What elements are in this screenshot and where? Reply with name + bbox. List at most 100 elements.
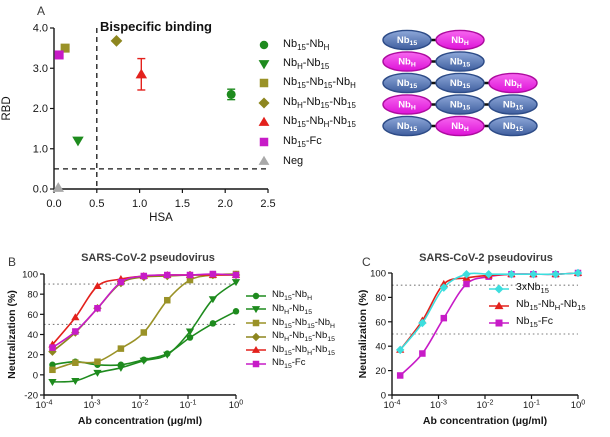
svg-text:4.0: 4.0: [33, 23, 48, 35]
svg-text:0: 0: [381, 391, 386, 402]
svg-text:1.0: 1.0: [132, 198, 147, 210]
svg-text:10-2: 10-2: [132, 399, 149, 412]
reference-lines: [44, 283, 236, 325]
legend-label: Nb15-NbH: [283, 37, 330, 52]
legend-item-NbH-Nb15: NbH-Nb15: [246, 303, 335, 317]
legend-item-Neg: Neg: [258, 151, 356, 170]
svg-text:Ab concentration (μg/ml): Ab concentration (μg/ml): [423, 415, 547, 427]
axes: 0.0 0.5 1.0 1.5 2.0 2.5 0.0 1.0 2.0 3.0 4.0: [33, 23, 276, 211]
series-Nb15-Fc: [54, 50, 64, 60]
svg-text:10-2: 10-2: [477, 399, 494, 412]
legend-label: Nb15-Fc: [272, 357, 306, 371]
svg-text:HSA: HSA: [149, 212, 173, 224]
series-NbH-Nb15: [48, 279, 241, 386]
legend-marker-triangle-down-icon: [258, 60, 270, 70]
legend-item-Nb15-Fc: Nb15-Fc: [246, 357, 335, 371]
reference-lines: [54, 28, 268, 189]
svg-text:Nb15: Nb15: [397, 78, 417, 90]
panel-c-label: C: [362, 255, 371, 269]
svg-text:-20: -20: [24, 391, 38, 402]
legend-item-Nb15-NbH-Nb15: Nb15-NbH-Nb15: [489, 297, 586, 314]
legend-item-Nb15-Nb15-NbH: Nb15-Nb15-NbH: [258, 74, 356, 93]
legend-label: Nb15-Nb15-NbH: [272, 316, 335, 330]
legend-item-Nb15-NbH: Nb15-NbH: [246, 289, 335, 303]
svg-text:10-1: 10-1: [180, 399, 197, 412]
svg-text:100: 100: [571, 399, 586, 412]
construct-row-3: Nb15 Nb15 NbH: [382, 72, 538, 94]
svg-text:Neutralization (%): Neutralization (%): [6, 290, 18, 379]
legend-marker-diamond-icon: [246, 332, 266, 341]
panel-a-legend: Nb15-NbH NbH-Nb15 Nb15-Nb15-NbH NbH-Nb15-Nb…: [258, 35, 356, 171]
construct-row-1: Nb15 NbH: [382, 29, 485, 51]
legend-marker-diamond-icon: [258, 97, 270, 109]
svg-text:Nb15: Nb15: [450, 78, 470, 90]
neutralization-curve-chart-c: 10-4 10-3 10-2 10-1 100 0 20 40 60 80 100 SARS-CoV-…: [357, 252, 585, 427]
svg-text:2.5: 2.5: [260, 198, 275, 210]
svg-text:Nb15: Nb15: [503, 100, 523, 112]
svg-text:1.0: 1.0: [33, 143, 48, 155]
legend-marker-triangle-up-icon: [258, 116, 270, 127]
svg-text:60: 60: [375, 317, 386, 328]
svg-text:Ab concentration (μg/ml): Ab concentration (μg/ml): [78, 415, 202, 427]
svg-text:10-4: 10-4: [384, 399, 401, 412]
svg-text:80: 80: [375, 293, 386, 304]
legend-label: Nb15-Fc: [283, 134, 322, 149]
legend-item-NbH-Nb15: NbH-Nb15: [258, 54, 356, 73]
legend-marker-triangle-down-icon: [246, 306, 266, 314]
legend-item-Nb15-Fc: Nb15-Fc: [489, 314, 586, 331]
legend-item-Nb15-NbH-Nb15: Nb15-NbH-Nb15: [246, 343, 335, 357]
series-Nb15-NbH-Nb15: [48, 270, 241, 348]
construct-row-5: Nb15 NbH Nb15: [382, 115, 538, 137]
construct-row-4: NbH Nb15 Nb15: [382, 94, 538, 115]
svg-text:10-4: 10-4: [36, 399, 53, 412]
legend-marker-triangle-up-icon: [489, 301, 509, 309]
svg-text:Neutralization (%): Neutralization (%): [357, 290, 369, 379]
legend-item-Nb15-Nb15-NbH: Nb15-Nb15-NbH: [246, 316, 335, 330]
legend-item-NbH-Nb15-Nb15: NbH-Nb15-Nb15: [246, 330, 335, 344]
neutralization-curve-chart-b: 10-4 10-3 10-2 10-1 100 -20 0 20 40 60 80 100 SARS-C…: [6, 252, 243, 427]
svg-text:2.0: 2.0: [218, 198, 233, 210]
axes: 10-4 10-3 10-2 10-1 100 -20 0 20 40 60 80 100: [22, 270, 243, 412]
svg-text:3.0: 3.0: [33, 63, 48, 75]
svg-text:100: 100: [229, 399, 244, 412]
series-NbH-Nb15-Nb15: [110, 35, 123, 47]
legend-label: Nb15-Fc: [516, 315, 554, 330]
legend-label: NbH-Nb15-Nb15: [283, 95, 356, 110]
svg-text:20: 20: [375, 366, 386, 377]
series-Neg: [52, 182, 65, 192]
panel-a-label: A: [37, 4, 46, 18]
panel-b-label: B: [8, 255, 17, 269]
svg-text:Nb15: Nb15: [450, 100, 470, 112]
legend-label: Nb15-Nb15-NbH: [283, 76, 356, 91]
svg-text:80: 80: [27, 290, 38, 301]
reference-lines: [392, 284, 578, 335]
svg-text:NbH: NbH: [451, 35, 469, 47]
panel-c-legend: 3xNb15 Nb15-NbH-Nb15 Nb15-Fc: [489, 280, 586, 331]
svg-text:1.5: 1.5: [175, 198, 190, 210]
svg-text:10-3: 10-3: [430, 399, 447, 412]
legend-label: Neg: [283, 155, 304, 168]
svg-text:40: 40: [27, 330, 38, 341]
legend-marker-triangle-up-icon: [258, 155, 270, 165]
svg-text:NbH: NbH: [504, 78, 522, 90]
legend-item-Nb15-NbH: Nb15-NbH: [258, 35, 356, 54]
svg-text:Nb15: Nb15: [450, 57, 470, 69]
svg-text:0.5: 0.5: [89, 198, 104, 210]
svg-text:100: 100: [22, 270, 38, 281]
svg-text:0: 0: [33, 370, 38, 381]
bispecific-binding-scatter-chart: 0.0 0.5 1.0 1.5 2.0 2.5 0.0 1.0 2.0 3.0 4.0 Bispeci…: [1, 19, 276, 224]
legend-marker-square-icon: [246, 360, 266, 368]
svg-text:10-3: 10-3: [84, 399, 101, 412]
svg-text:2.0: 2.0: [33, 103, 48, 115]
axes: 10-4 10-3 10-2 10-1 100 0 20 40 60 80 100: [370, 269, 585, 412]
legend-label: Nb15-NbH: [272, 289, 313, 303]
legend-label: Nb15-NbH-Nb15: [516, 298, 586, 313]
svg-text:NbH: NbH: [398, 57, 416, 69]
legend-item-3xNb15: 3xNb15: [489, 280, 586, 297]
svg-text:10-1: 10-1: [523, 399, 540, 412]
series-Nb15-Fc: [49, 270, 240, 351]
svg-text:Bispecific binding: Bispecific binding: [100, 19, 212, 34]
series-Nb15-NbH-Nb15: [135, 57, 148, 91]
